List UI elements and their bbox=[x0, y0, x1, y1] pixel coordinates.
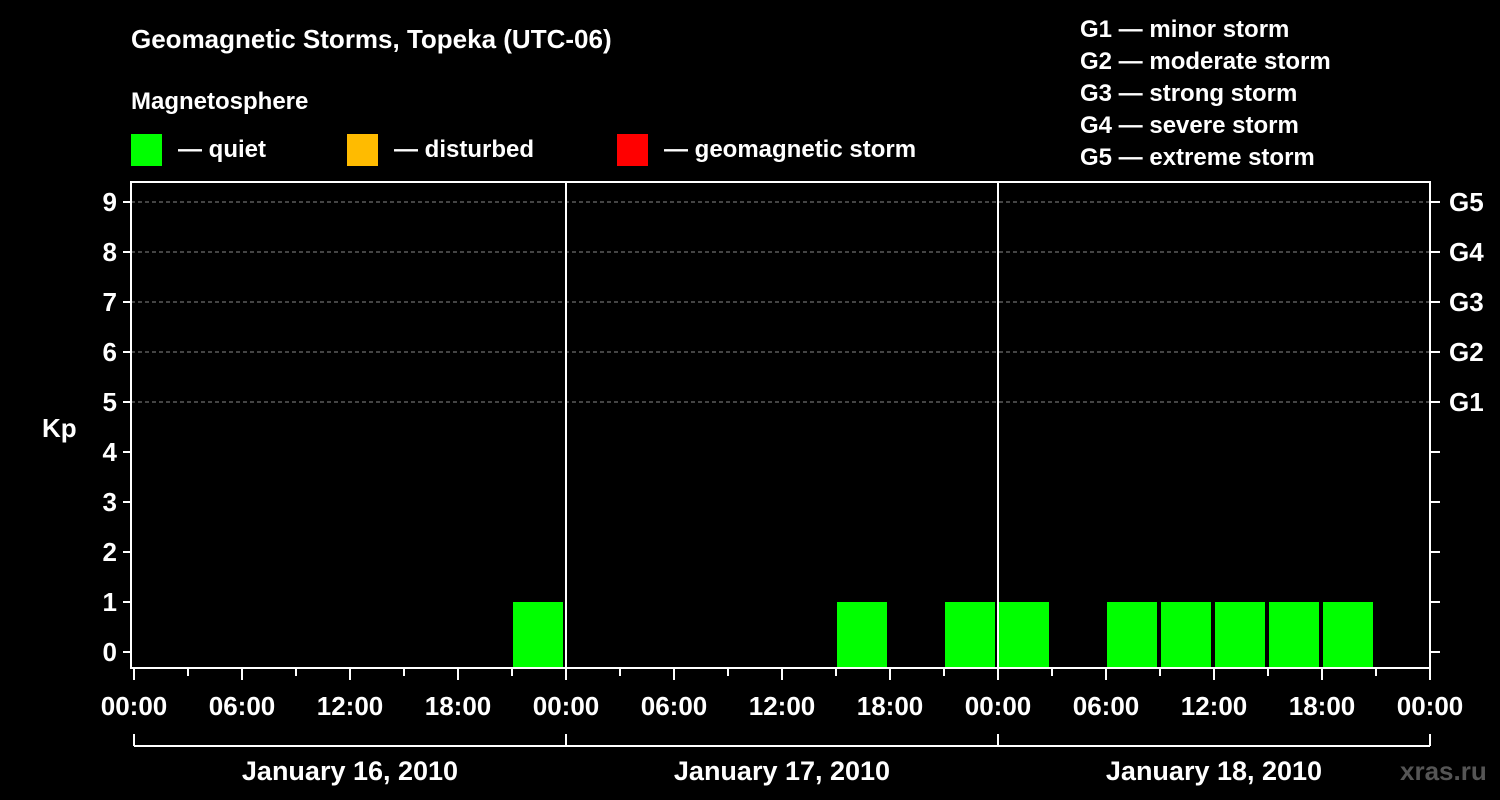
x-tick-label-5: 06:00 bbox=[641, 691, 708, 721]
x-tick-label-0: 00:00 bbox=[101, 691, 168, 721]
day-label-2: January 17, 2010 bbox=[674, 756, 890, 786]
x-tick-label-9: 06:00 bbox=[1073, 691, 1140, 721]
legend-swatch-storm bbox=[617, 134, 648, 166]
y-tick-label-4: 4 bbox=[103, 437, 118, 467]
y-tick-label-9: 9 bbox=[103, 187, 117, 217]
plot-frame bbox=[130, 181, 1431, 669]
y-axis-label: Kp bbox=[42, 413, 77, 443]
y-tick-label-8: 8 bbox=[103, 237, 117, 267]
bars-layer bbox=[513, 602, 1373, 668]
day-label-1: January 16, 2010 bbox=[242, 756, 458, 786]
x-tick-label-11: 18:00 bbox=[1289, 691, 1356, 721]
watermark: xras.ru bbox=[1400, 756, 1487, 786]
right-tick-label-g4: G4 bbox=[1449, 237, 1484, 267]
legend-label-storm: — geomagnetic storm bbox=[664, 136, 916, 163]
right-tick-label-g2: G2 bbox=[1449, 337, 1484, 367]
legend-label-quiet: — quiet bbox=[178, 136, 266, 163]
x-tick-label-1: 06:00 bbox=[209, 691, 276, 721]
legend-label-disturbed: — disturbed bbox=[394, 136, 534, 163]
kp-bar-9 bbox=[1323, 602, 1373, 668]
y-tick-label-6: 6 bbox=[103, 337, 117, 367]
kp-bar-2 bbox=[837, 602, 887, 668]
y-tick-label-1: 1 bbox=[103, 587, 117, 617]
right-tick-label-g1: G1 bbox=[1449, 387, 1484, 417]
legend-swatch-quiet bbox=[131, 134, 162, 166]
chart-title: Geomagnetic Storms, Topeka (UTC-06) bbox=[131, 24, 612, 54]
y-tick-label-3: 3 bbox=[103, 487, 117, 517]
legend-heading: Magnetosphere bbox=[131, 88, 308, 115]
kp-bar-3 bbox=[945, 602, 995, 668]
right-tick-label-g3: G3 bbox=[1449, 287, 1484, 317]
grid-layer bbox=[131, 201, 1430, 403]
kp-bar-5 bbox=[1107, 602, 1157, 668]
scale-legend-g1: G1 — minor storm bbox=[1080, 16, 1289, 43]
x-tick-label-2: 12:00 bbox=[317, 691, 384, 721]
kp-bar-7 bbox=[1215, 602, 1265, 668]
scale-legend-g2: G2 — moderate storm bbox=[1080, 48, 1331, 75]
scale-legend-g4: G4 — severe storm bbox=[1080, 112, 1299, 139]
x-tick-label-7: 18:00 bbox=[857, 691, 924, 721]
scale-legend-g5: G5 — extreme storm bbox=[1080, 144, 1315, 171]
y-tick-label-0: 0 bbox=[103, 637, 117, 667]
y-tick-label-7: 7 bbox=[103, 287, 117, 317]
y-tick-label-2: 2 bbox=[103, 537, 117, 567]
axis-layer bbox=[123, 181, 1440, 747]
x-tick-label-12: 00:00 bbox=[1397, 691, 1464, 721]
day-label-3: January 18, 2010 bbox=[1106, 756, 1322, 786]
x-tick-label-4: 00:00 bbox=[533, 691, 600, 721]
kp-bar-1 bbox=[513, 602, 563, 668]
kp-bar-4 bbox=[999, 602, 1049, 668]
kp-bar-8 bbox=[1269, 602, 1319, 668]
right-tick-label-g5: G5 bbox=[1449, 187, 1484, 217]
x-tick-label-8: 00:00 bbox=[965, 691, 1032, 721]
x-tick-label-10: 12:00 bbox=[1181, 691, 1248, 721]
scale-legend-g3: G3 — strong storm bbox=[1080, 80, 1297, 107]
x-tick-label-6: 12:00 bbox=[749, 691, 816, 721]
kp-bar-6 bbox=[1161, 602, 1211, 668]
labels-layer: 0 1 2 3 4 5 6 7 8 9 G1 G2 G3 G4 G5 00:00 06:00 12:00 18:00… bbox=[101, 187, 1484, 786]
legend-swatch-disturbed bbox=[347, 134, 378, 166]
y-tick-label-5: 5 bbox=[103, 387, 117, 417]
x-tick-label-3: 18:00 bbox=[425, 691, 492, 721]
